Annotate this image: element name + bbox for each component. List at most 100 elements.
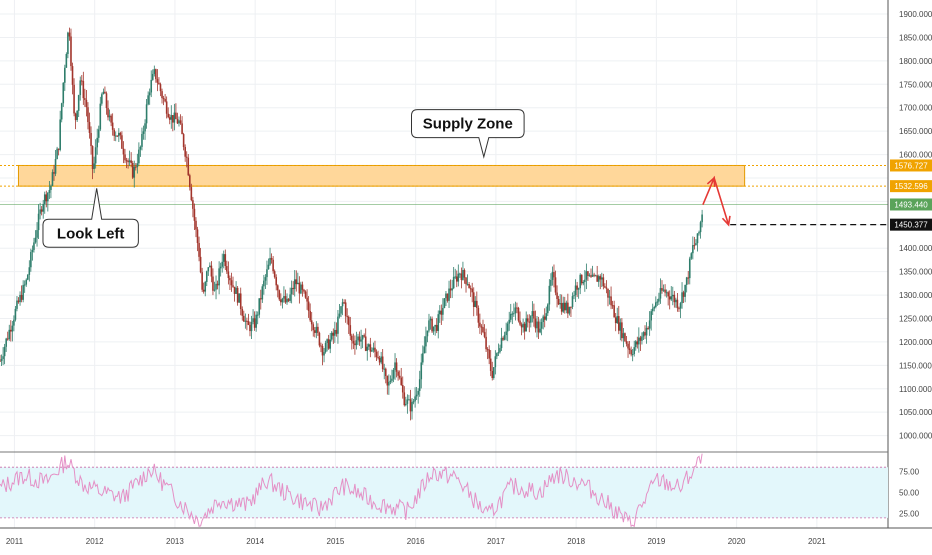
candle-body xyxy=(144,123,146,132)
candle-body xyxy=(173,112,176,123)
candle-body xyxy=(330,332,333,340)
candle-body xyxy=(8,329,11,340)
candle-body xyxy=(16,300,18,309)
price-tag-bg xyxy=(890,159,932,172)
candle-body xyxy=(99,103,102,130)
candle-body xyxy=(0,359,3,361)
candle-body xyxy=(670,296,673,300)
candle-body xyxy=(131,162,134,178)
candle-body xyxy=(210,265,213,277)
year-tick-label: 2021 xyxy=(808,537,826,546)
year-tick-label: 2019 xyxy=(647,537,665,546)
candle-body xyxy=(692,245,694,254)
candle-body xyxy=(645,327,648,336)
candle-body xyxy=(56,148,58,159)
candle-body xyxy=(165,101,168,114)
candle-body xyxy=(230,280,233,286)
year-tick-label: 2017 xyxy=(487,537,505,546)
rsi-line xyxy=(0,453,703,528)
supply-zone-callout-text: Supply Zone xyxy=(423,116,513,133)
candle-body xyxy=(400,377,403,386)
candle-body xyxy=(187,157,190,176)
candle-body xyxy=(10,329,12,332)
candle-body xyxy=(205,271,208,282)
candle-body xyxy=(76,110,78,121)
candle-body xyxy=(610,296,612,306)
candle-body xyxy=(574,285,577,296)
candle-body xyxy=(394,362,396,370)
candle-body xyxy=(227,271,230,279)
candle-body xyxy=(252,318,254,322)
candle-body xyxy=(514,307,517,314)
candle-body xyxy=(26,274,29,280)
candle-body xyxy=(14,308,17,320)
candle-body xyxy=(530,316,532,323)
candle-body xyxy=(449,288,452,291)
candle-body xyxy=(508,319,511,324)
candle-body xyxy=(567,302,569,314)
candle-body xyxy=(312,324,315,331)
candle-body xyxy=(119,132,122,136)
candle-body xyxy=(522,323,524,328)
candle-body xyxy=(216,283,219,286)
candle-body xyxy=(178,120,180,124)
candle-body xyxy=(215,283,217,290)
candle-body xyxy=(639,337,642,341)
candle-body xyxy=(369,344,372,352)
candle-body xyxy=(275,277,278,286)
candle-body xyxy=(297,282,299,285)
candle-body xyxy=(520,324,523,328)
candle-body xyxy=(577,288,580,290)
candle-body xyxy=(656,301,659,303)
candle-body xyxy=(130,160,132,163)
candle-body xyxy=(553,272,555,278)
candle-body xyxy=(537,321,540,333)
candle-body xyxy=(96,137,99,148)
candle-body xyxy=(90,132,92,147)
candle-body xyxy=(525,318,527,332)
candle-body xyxy=(423,346,426,354)
candle-body xyxy=(596,275,598,282)
candle-body xyxy=(655,302,657,307)
candle-body xyxy=(681,292,683,304)
candle-body xyxy=(11,325,14,332)
candle-body xyxy=(383,368,386,370)
candle-body xyxy=(42,203,45,212)
candle-body xyxy=(292,287,294,290)
candle-body xyxy=(65,54,68,68)
candle-body xyxy=(420,362,423,380)
candle-body xyxy=(54,158,57,174)
candle-body xyxy=(580,274,583,284)
candle-body xyxy=(451,288,453,291)
candle-body xyxy=(170,115,173,120)
candle-body xyxy=(428,320,430,331)
candle-body xyxy=(440,310,443,315)
candle-body xyxy=(272,259,274,272)
candle-body xyxy=(381,356,384,370)
candle-body xyxy=(533,311,535,319)
price-tick-label: 1900.000 xyxy=(899,10,932,19)
candle-body xyxy=(466,284,469,286)
candle-body xyxy=(287,298,290,301)
candle-body xyxy=(565,302,568,311)
candle-body xyxy=(627,343,629,349)
candle-body xyxy=(422,353,424,363)
candle-body xyxy=(315,326,318,333)
candle-body xyxy=(150,79,153,93)
candle-body xyxy=(253,318,256,328)
candle-body xyxy=(642,332,645,337)
candle-body xyxy=(250,321,253,332)
year-tick-label: 2016 xyxy=(407,537,425,546)
candle-body xyxy=(497,352,500,354)
price-tick-label: 1000.000 xyxy=(899,432,932,441)
year-tick-label: 2013 xyxy=(166,537,184,546)
supply-zone-rect[interactable] xyxy=(17,164,746,187)
candle-body xyxy=(562,302,565,312)
candle-body xyxy=(479,322,481,327)
candle-body xyxy=(5,338,7,347)
candle-body xyxy=(425,336,427,347)
candle-body xyxy=(159,84,162,92)
candle-body xyxy=(492,367,495,379)
candle-body xyxy=(93,163,95,170)
